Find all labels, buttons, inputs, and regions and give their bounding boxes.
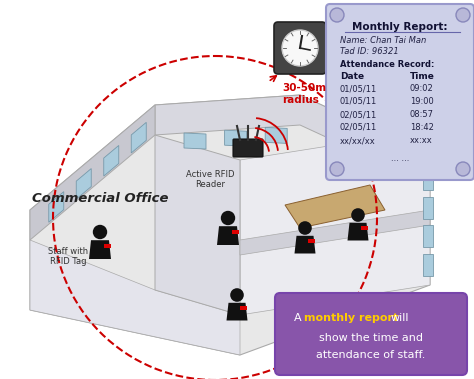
Text: Active RFID
Reader: Active RFID Reader [186, 170, 234, 190]
Polygon shape [294, 236, 316, 254]
Polygon shape [423, 168, 433, 190]
Text: 09:02: 09:02 [410, 84, 434, 93]
Polygon shape [347, 223, 368, 241]
Polygon shape [184, 133, 206, 149]
Text: monthly report: monthly report [304, 313, 398, 323]
Text: 02/05/11: 02/05/11 [340, 110, 377, 119]
Polygon shape [217, 226, 239, 245]
Text: 18:42: 18:42 [410, 123, 434, 132]
Polygon shape [227, 303, 247, 321]
Polygon shape [104, 146, 119, 176]
FancyBboxPatch shape [275, 293, 467, 375]
Circle shape [93, 225, 107, 239]
Text: Tad ID: 96321: Tad ID: 96321 [340, 47, 399, 56]
Text: Time: Time [410, 72, 435, 81]
FancyBboxPatch shape [232, 230, 239, 234]
Polygon shape [265, 127, 287, 143]
FancyBboxPatch shape [233, 139, 263, 157]
Polygon shape [155, 95, 430, 185]
Text: attendance of staff.: attendance of staff. [316, 350, 426, 360]
Circle shape [351, 208, 365, 222]
FancyBboxPatch shape [274, 22, 326, 74]
Text: Monthly Report:: Monthly Report: [352, 22, 448, 32]
Text: show the time and: show the time and [319, 333, 423, 343]
Polygon shape [285, 185, 385, 228]
Text: Date: Date [340, 72, 364, 81]
Text: A: A [294, 313, 301, 323]
Text: xx/xx/xx: xx/xx/xx [340, 136, 376, 145]
Polygon shape [155, 135, 240, 315]
Circle shape [330, 8, 344, 22]
FancyBboxPatch shape [104, 244, 111, 248]
Polygon shape [89, 240, 111, 259]
Polygon shape [423, 197, 433, 219]
Polygon shape [49, 192, 64, 222]
Circle shape [221, 211, 235, 225]
Polygon shape [240, 210, 430, 255]
Text: ... ...: ... ... [391, 154, 409, 163]
Text: Name: Chan Tai Man: Name: Chan Tai Man [340, 36, 426, 45]
Circle shape [230, 288, 244, 302]
Text: Commercial Office: Commercial Office [32, 192, 168, 205]
FancyBboxPatch shape [361, 226, 368, 230]
Polygon shape [423, 225, 433, 247]
FancyBboxPatch shape [240, 306, 247, 310]
FancyBboxPatch shape [326, 4, 474, 180]
Text: 19:00: 19:00 [410, 97, 434, 106]
Polygon shape [30, 95, 430, 355]
Text: xx:xx: xx:xx [410, 136, 433, 145]
Circle shape [298, 221, 312, 235]
Text: 01/05/11: 01/05/11 [340, 97, 377, 106]
Polygon shape [30, 105, 155, 240]
Text: 30-50m
radius: 30-50m radius [282, 83, 326, 105]
Polygon shape [131, 122, 146, 153]
FancyBboxPatch shape [309, 239, 315, 243]
Polygon shape [240, 130, 430, 315]
Circle shape [282, 30, 318, 66]
Circle shape [330, 162, 344, 176]
Text: will: will [391, 313, 410, 323]
Text: 01/05/11: 01/05/11 [340, 84, 377, 93]
Circle shape [456, 162, 470, 176]
Polygon shape [423, 254, 433, 276]
Text: Staff with
RFID Tag: Staff with RFID Tag [48, 247, 88, 266]
Polygon shape [76, 169, 91, 199]
Circle shape [456, 8, 470, 22]
Text: Attendance Record:: Attendance Record: [340, 60, 434, 69]
Text: 02/05/11: 02/05/11 [340, 123, 377, 132]
Text: 08:57: 08:57 [410, 110, 434, 119]
Polygon shape [225, 130, 246, 146]
Polygon shape [30, 240, 240, 355]
